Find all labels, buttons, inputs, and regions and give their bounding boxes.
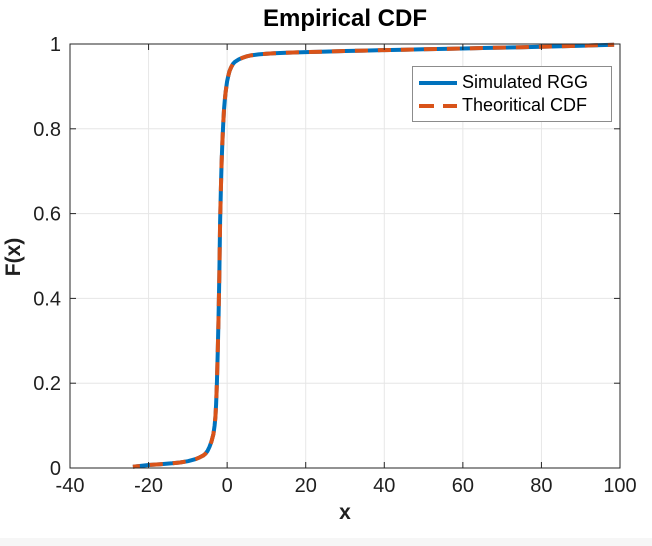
series-line-theoritical-cdf: [132, 42, 615, 469]
x-tick-label: 100: [603, 475, 636, 497]
x-tick-label: 0: [222, 475, 233, 497]
y-tick-label: 0.8: [33, 119, 61, 141]
x-tick-label: -40: [56, 475, 85, 497]
y-tick-label: 0.6: [33, 204, 61, 226]
x-tick-label: 40: [373, 475, 395, 497]
legend-label: Theoritical CDF: [462, 95, 588, 115]
y-tick-label: 0: [50, 458, 61, 480]
legend-label: Simulated RGG: [462, 72, 589, 92]
x-tick-label: 20: [295, 475, 317, 497]
legend-line-solid-icon: [419, 80, 457, 85]
y-tick-label: 0.2: [33, 373, 61, 395]
y-tick-label: 1: [50, 34, 61, 56]
y-axis-label: F(x): [2, 237, 25, 277]
legend-item: Theoritical CDF: [419, 95, 605, 117]
legend: Simulated RGG Theoritical CDF: [412, 66, 612, 122]
x-axis-label: x: [339, 501, 351, 524]
chart-title: Empirical CDF: [262, 5, 428, 32]
y-tick-label: 0.4: [33, 288, 61, 310]
x-tick-label: 80: [530, 475, 552, 497]
axes-box: [69, 43, 621, 469]
legend-line-dashed-icon: [419, 103, 457, 108]
x-tick-label: 60: [452, 475, 474, 497]
window-bottom-strip: [0, 538, 652, 546]
x-tick-label: -20: [134, 475, 163, 497]
legend-item: Simulated RGG: [419, 72, 605, 94]
